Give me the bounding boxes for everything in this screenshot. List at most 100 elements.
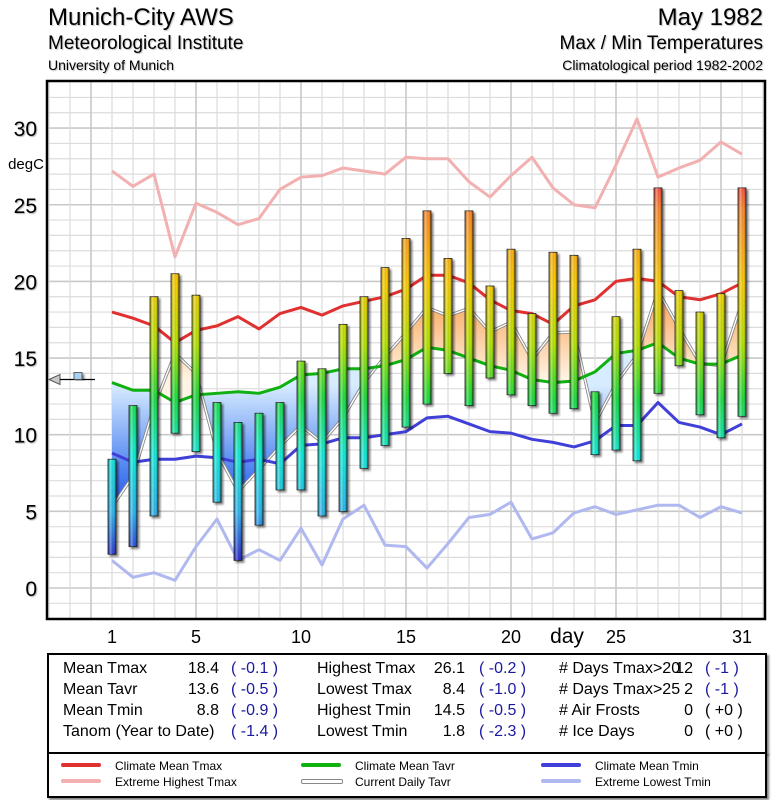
day-bar-highlight xyxy=(549,252,557,414)
cool-anomaly-fill xyxy=(343,368,364,418)
stat-label: # Days Tmax>25 xyxy=(559,681,681,698)
stat-row: Lowest Tmin 1.8 ( -2.3 ) xyxy=(317,722,567,742)
day-bar xyxy=(359,296,369,469)
legend-swatch xyxy=(61,763,101,767)
y-axis-label: degC xyxy=(8,156,44,173)
stat-anomaly: ( -1 ) xyxy=(705,681,739,698)
stat-anomaly: ( +0 ) xyxy=(705,723,743,740)
stat-label: Highest Tmin xyxy=(317,702,411,719)
day-bar-highlight xyxy=(108,459,116,555)
stat-row: Highest Tmax 26.1 ( -0.2 ) xyxy=(317,659,567,679)
day-bar-highlight xyxy=(591,391,599,455)
cool-anomaly-fill xyxy=(280,374,301,447)
extreme-lowest-tmin-line xyxy=(111,500,743,582)
day-bar-highlight xyxy=(570,255,578,409)
stat-row: # Days Tmax>25 2 ( -1 ) xyxy=(559,680,775,700)
day-bar xyxy=(464,210,474,406)
legend-label: Climate Mean Tmax xyxy=(115,759,223,773)
stat-row: Mean Tmax 18.4 ( -0.1 ) xyxy=(63,659,313,679)
legend-label: Current Daily Tavr xyxy=(355,775,451,789)
x-tick-label: 25 xyxy=(606,627,626,647)
legend-swatch xyxy=(541,779,581,783)
warm-anomaly-fill xyxy=(490,322,511,371)
day-bar xyxy=(590,391,600,456)
day-bar-highlight xyxy=(444,258,452,374)
stat-anomaly: ( -1 ) xyxy=(705,660,739,677)
day-bar-highlight xyxy=(381,267,389,446)
day-bar-highlight xyxy=(192,295,200,452)
legend-item: Current Daily Tavr xyxy=(301,774,531,790)
day-bar-highlight xyxy=(402,238,410,428)
cool-anomaly-fill xyxy=(259,387,280,470)
stat-anomaly: ( +0 ) xyxy=(705,702,743,719)
stat-label: Tanom (Year to Date) xyxy=(63,723,215,740)
plot-frame xyxy=(45,79,767,621)
stat-anomaly: ( -0.2 ) xyxy=(479,660,527,677)
stat-anomaly: ( -2.3 ) xyxy=(479,723,527,740)
stat-label: # Air Frosts xyxy=(559,702,640,719)
day-bar xyxy=(233,422,243,561)
stat-value: 2 xyxy=(684,681,693,698)
day-bar xyxy=(737,187,747,417)
x-axis-label: day xyxy=(550,625,584,648)
stat-anomaly: ( -0.9 ) xyxy=(231,702,279,719)
stat-label: Mean Tavr xyxy=(63,681,138,698)
day-bar-highlight xyxy=(234,422,242,561)
stat-anomaly: ( -0.1 ) xyxy=(231,660,279,677)
warm-anomaly-fill xyxy=(469,308,490,366)
stat-anomaly: ( -0.5 ) xyxy=(479,702,527,719)
warm-anomaly-fill xyxy=(553,331,574,383)
climatology-period: Climatological period 1982-2002 xyxy=(562,57,763,73)
day-bar-highlight xyxy=(213,402,221,503)
warm-anomaly-fill xyxy=(175,353,196,403)
day-bar xyxy=(212,402,222,503)
stat-value: 0 xyxy=(684,702,693,719)
day-bar xyxy=(632,248,642,462)
day-bar xyxy=(422,210,432,405)
day-bar xyxy=(527,313,537,406)
legend-item: Extreme Highest Tmax xyxy=(61,774,291,790)
y-tick-label: 25 xyxy=(14,195,37,218)
legend-item: Climate Mean Tmin xyxy=(541,758,771,774)
day-bar xyxy=(191,294,201,452)
day-bar-highlight xyxy=(612,316,620,451)
cool-anomaly-fill xyxy=(112,382,133,507)
stat-label: # Ice Days xyxy=(559,723,635,740)
day-bar-highlight xyxy=(318,368,326,516)
day-bar xyxy=(254,412,264,526)
day-bar-highlight xyxy=(738,187,746,417)
day-bar xyxy=(275,402,285,491)
legend-swatch xyxy=(301,763,341,767)
daily-range-bars xyxy=(107,187,747,561)
day-bar-highlight xyxy=(654,187,662,394)
stat-row: Lowest Tmax 8.4 ( -1.0 ) xyxy=(317,680,567,700)
warm-anomaly-fill xyxy=(658,290,679,359)
y-axis-ticks: 0 5 10 15 20 25 30 xyxy=(14,118,37,601)
x-axis-ticks: 1 5 10 15 20 25 31 xyxy=(107,627,752,647)
stat-value: 26.1 xyxy=(433,660,465,677)
warm-anomaly-fill xyxy=(427,307,448,351)
legend-item: Climate Mean Tavr xyxy=(301,758,531,774)
day-bar xyxy=(716,293,726,439)
day-bar-highlight xyxy=(423,210,431,405)
day-bar xyxy=(506,248,516,396)
cool-anomaly-fill xyxy=(217,391,238,492)
day-bar xyxy=(485,285,495,379)
x-tick-label: 1 xyxy=(107,627,117,647)
stat-value: 1.8 xyxy=(442,723,465,740)
day-bar-highlight xyxy=(486,285,494,378)
legend-item: Extreme Lowest Tmin xyxy=(541,774,771,790)
stat-row: Tanom (Year to Date) ( -1.4 ) xyxy=(63,722,313,742)
day-bar xyxy=(149,296,159,517)
legend-label: Climate Mean Tmin xyxy=(595,759,699,773)
day-bar xyxy=(653,187,663,394)
stat-label: Highest Tmax xyxy=(317,660,416,677)
day-bar xyxy=(380,267,390,446)
day-bar xyxy=(401,238,411,428)
legend-panel: Climate Mean Tmax Extreme Highest Tmax Cli… xyxy=(47,752,767,798)
x-tick-label: 10 xyxy=(291,627,311,647)
day-bar-highlight xyxy=(633,249,641,461)
legend-item: Climate Mean Tmax xyxy=(61,758,291,774)
marker-bar-icon xyxy=(73,372,83,380)
